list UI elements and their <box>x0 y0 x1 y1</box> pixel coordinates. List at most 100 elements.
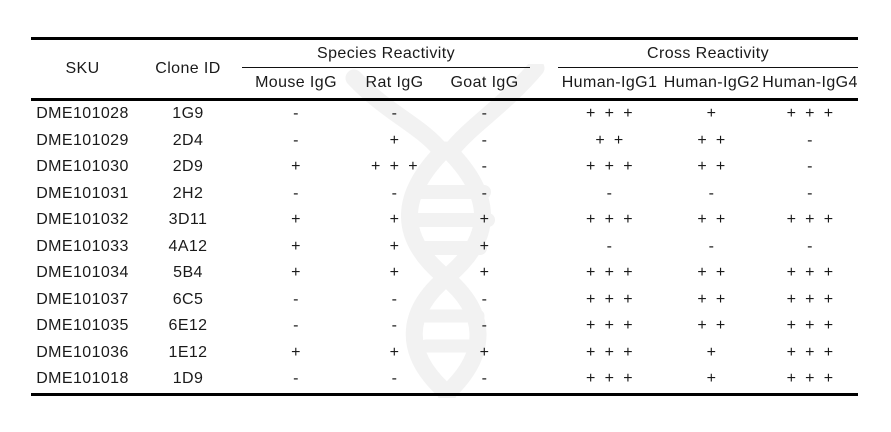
mouse-igg-cell: + <box>291 211 301 229</box>
mouse-igg-cell: - <box>293 290 299 308</box>
table-row: DME101034 5B4 + + + + + + + + + + + <box>31 260 858 287</box>
rat-igg-cell: - <box>391 105 398 123</box>
col-header-human-igg1: Human-IgG1 <box>558 67 662 101</box>
human-igg2-cell: + <box>706 370 717 388</box>
human-igg2-cell: + + <box>697 158 726 176</box>
rat-igg-cell: + <box>389 343 400 361</box>
table-row: DME101035 6E12 - - - + + + + + + + + <box>31 313 858 340</box>
sku-cell: DME101034 <box>36 264 129 282</box>
col-header-human-igg4: Human-IgG4 <box>762 67 859 101</box>
human-igg4-cell: + + + <box>786 264 834 282</box>
goat-igg-cell: + <box>479 211 490 229</box>
group-header-cross-reactivity: Cross Reactivity <box>558 38 859 68</box>
human-igg4-cell: - <box>807 131 813 149</box>
human-igg1-cell: + + + <box>586 290 633 308</box>
sku-cell: DME101032 <box>36 211 129 229</box>
goat-igg-cell: - <box>481 105 488 123</box>
reactivity-table: SKU Clone ID Species Reactivity Cross Re… <box>31 37 859 396</box>
goat-igg-cell: + <box>479 237 490 255</box>
goat-igg-cell: + <box>479 343 490 361</box>
human-igg1-cell: - <box>606 184 613 202</box>
human-igg1-cell: + + + <box>586 211 633 229</box>
sku-cell: DME101033 <box>36 237 129 255</box>
sku-cell: DME101028 <box>36 105 129 123</box>
table-row: DME101032 3D11 + + + + + + + + + + + <box>31 207 858 234</box>
mouse-igg-cell: + <box>291 158 301 176</box>
table-row: DME101031 2H2 - - - - - - <box>31 181 858 208</box>
gap-cell <box>530 154 558 181</box>
human-igg1-cell: + + <box>595 131 624 149</box>
table-row: DME101030 2D9 + + + + - + + + + + - <box>31 154 858 181</box>
clone-id-cell: 1G9 <box>172 105 204 123</box>
mouse-igg-cell: - <box>293 184 299 202</box>
human-igg1-cell: + + + <box>586 158 633 176</box>
mouse-igg-cell: + <box>291 343 301 361</box>
rat-igg-cell: - <box>391 290 398 308</box>
gap-cell <box>530 128 558 155</box>
group-header-row: SKU Clone ID Species Reactivity Cross Re… <box>31 38 859 101</box>
mouse-igg-cell: + <box>291 237 301 255</box>
table-row: DME101028 1G9 - - - + + + + + + + <box>31 100 858 128</box>
goat-igg-cell: + <box>479 264 490 282</box>
human-igg2-cell: - <box>708 237 715 255</box>
rat-igg-cell: + <box>389 237 400 255</box>
goat-igg-cell: - <box>481 370 488 388</box>
human-igg4-cell: - <box>807 237 813 255</box>
gap-cell <box>530 340 558 367</box>
col-header-clone-id: Clone ID <box>134 38 242 101</box>
rat-igg-cell: - <box>391 184 398 202</box>
clone-id-cell: 6E12 <box>168 317 208 335</box>
human-igg1-cell: + + + <box>586 343 633 361</box>
clone-id-cell: 2D9 <box>172 158 204 176</box>
gap-cell <box>530 100 558 128</box>
gap-cell <box>530 313 558 340</box>
human-igg4-cell: + + + <box>786 317 834 335</box>
sku-cell: DME101031 <box>36 184 129 202</box>
sku-cell: DME101029 <box>36 131 129 149</box>
table-row: DME101033 4A12 + + + - - - <box>31 234 858 261</box>
col-header-mouse-igg: Mouse IgG <box>242 67 350 101</box>
human-igg2-cell: - <box>708 184 715 202</box>
clone-id-cell: 6C5 <box>172 290 204 308</box>
human-igg1-cell: + + + <box>586 370 633 388</box>
human-igg2-cell: + <box>706 343 717 361</box>
human-igg4-cell: + + + <box>786 370 834 388</box>
rat-igg-cell: + + + <box>371 158 418 176</box>
human-igg4-cell: - <box>807 184 813 202</box>
goat-igg-cell: - <box>481 131 488 149</box>
human-igg2-cell: + + <box>697 131 726 149</box>
clone-id-cell: 5B4 <box>173 264 203 282</box>
gap-cell <box>530 181 558 208</box>
human-igg1-cell: + + + <box>586 264 633 282</box>
table-row: DME101029 2D4 - + - + + + + - <box>31 128 858 155</box>
mouse-igg-cell: - <box>293 131 299 149</box>
mouse-igg-cell: - <box>293 370 299 388</box>
goat-igg-cell: - <box>481 317 488 335</box>
human-igg2-cell: + + <box>697 290 726 308</box>
human-igg4-cell: + + + <box>786 105 834 123</box>
rat-igg-cell: + <box>389 131 400 149</box>
mouse-igg-cell: - <box>293 317 299 335</box>
human-igg1-cell: - <box>606 237 613 255</box>
rat-igg-cell: + <box>389 264 400 282</box>
col-header-rat-igg: Rat IgG <box>350 67 439 101</box>
clone-id-cell: 4A12 <box>168 237 208 255</box>
group-header-species-reactivity: Species Reactivity <box>242 38 531 68</box>
clone-id-cell: 1E12 <box>168 343 208 361</box>
sku-cell: DME101018 <box>36 370 129 388</box>
sku-cell: DME101037 <box>36 290 129 308</box>
clone-id-cell: 2H2 <box>172 184 204 202</box>
human-igg2-cell: + + <box>697 317 726 335</box>
table-row: DME101037 6C5 - - - + + + + + + + + <box>31 287 858 314</box>
table-row: DME101036 1E12 + + + + + + + + + + <box>31 340 858 367</box>
human-igg4-cell: - <box>807 158 813 176</box>
gap-cell <box>530 287 558 314</box>
table-row: DME101018 1D9 - - - + + + + + + + <box>31 366 858 394</box>
table-body: DME101028 1G9 - - - + + + + + + + DME101… <box>31 100 858 395</box>
rat-igg-cell: - <box>391 370 398 388</box>
mouse-igg-cell: + <box>291 264 301 282</box>
gap-cell <box>530 207 558 234</box>
sku-cell: DME101035 <box>36 317 129 335</box>
gap-cell <box>530 366 558 394</box>
